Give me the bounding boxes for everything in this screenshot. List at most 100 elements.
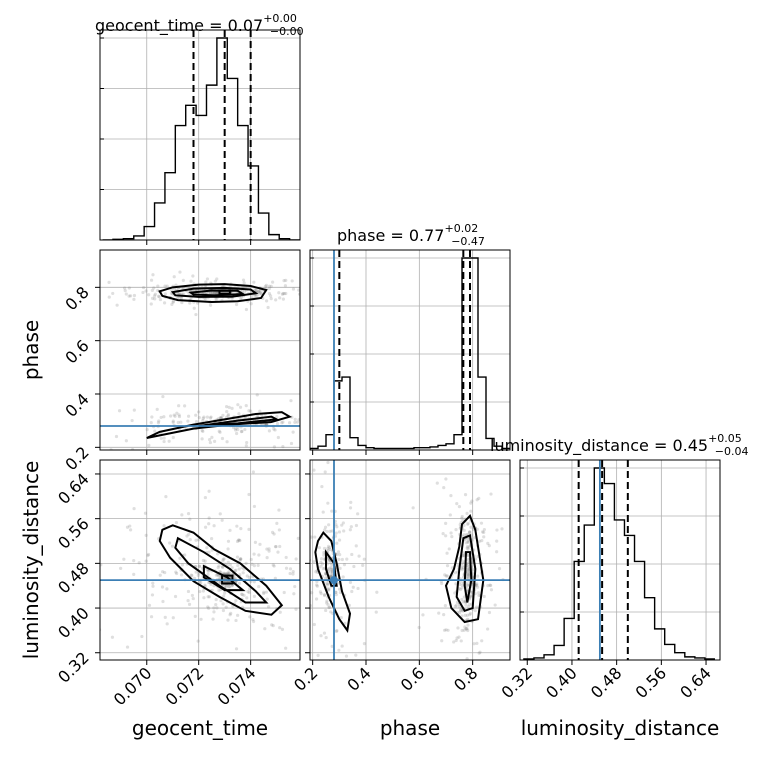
sample-point bbox=[347, 603, 351, 607]
sample-point bbox=[319, 634, 323, 638]
sample-point bbox=[214, 291, 219, 295]
sample-point bbox=[316, 653, 320, 657]
sample-point bbox=[263, 627, 267, 631]
sample-point bbox=[486, 584, 490, 588]
sample-point bbox=[314, 597, 319, 601]
sample-point bbox=[239, 526, 243, 531]
sample-point bbox=[422, 413, 425, 416]
sample-point bbox=[327, 545, 332, 550]
sample-point bbox=[220, 518, 224, 522]
sample-point bbox=[208, 440, 212, 445]
sample-point bbox=[245, 596, 249, 600]
sample-point bbox=[247, 409, 251, 413]
sample-point bbox=[194, 538, 198, 542]
sample-point bbox=[354, 653, 358, 657]
sample-point bbox=[278, 610, 282, 614]
sample-point bbox=[489, 583, 493, 588]
sample-point bbox=[234, 618, 238, 623]
sample-point bbox=[327, 523, 331, 527]
sample-point bbox=[495, 550, 499, 554]
sample-point bbox=[470, 593, 474, 598]
sample-point bbox=[240, 592, 244, 597]
sample-point bbox=[466, 605, 471, 609]
sample-point bbox=[322, 593, 327, 598]
sample-point bbox=[322, 551, 326, 555]
sample-point bbox=[171, 419, 175, 423]
sample-point bbox=[217, 429, 221, 433]
sample-point bbox=[256, 290, 261, 294]
sample-point bbox=[265, 299, 269, 303]
sample-point bbox=[442, 613, 446, 617]
sample-point bbox=[164, 494, 168, 499]
sample-point bbox=[229, 611, 233, 615]
sample-point bbox=[460, 568, 464, 572]
sample-point bbox=[146, 553, 150, 558]
sample-point bbox=[468, 530, 472, 535]
sample-point bbox=[156, 284, 160, 288]
sample-point bbox=[445, 551, 449, 555]
sample-point bbox=[327, 605, 331, 610]
sample-point bbox=[128, 528, 133, 532]
sample-point bbox=[465, 574, 469, 578]
sample-point bbox=[289, 399, 293, 403]
sample-point bbox=[224, 585, 228, 589]
sample-point bbox=[480, 530, 485, 534]
x-axis-label-geocent-time: geocent_time bbox=[132, 716, 268, 740]
sample-point bbox=[192, 576, 197, 580]
sample-point bbox=[338, 553, 342, 557]
sample-point bbox=[460, 561, 464, 565]
y-axis-label-phase: phase bbox=[19, 320, 43, 380]
sample-point bbox=[497, 567, 502, 571]
sample-point bbox=[187, 602, 192, 606]
sample-point bbox=[254, 294, 258, 299]
sample-point bbox=[150, 415, 154, 419]
sample-point bbox=[132, 572, 136, 576]
sample-point bbox=[273, 428, 277, 432]
sample-point bbox=[312, 468, 316, 472]
contour-level bbox=[188, 289, 247, 297]
sample-point bbox=[349, 525, 353, 529]
sample-point bbox=[165, 622, 169, 626]
sample-point bbox=[315, 583, 319, 587]
contour-level bbox=[174, 536, 269, 604]
sample-point bbox=[196, 301, 200, 305]
sample-point bbox=[278, 544, 282, 549]
sample-point bbox=[207, 438, 212, 442]
sample-point bbox=[264, 590, 268, 594]
sample-point bbox=[337, 557, 341, 562]
sample-point bbox=[191, 274, 195, 278]
contour-level bbox=[158, 283, 268, 304]
sample-point bbox=[278, 626, 282, 630]
sample-point bbox=[199, 617, 203, 621]
sample-point bbox=[478, 539, 482, 543]
sample-point bbox=[140, 634, 144, 639]
sample-point bbox=[467, 573, 471, 577]
sample-point bbox=[446, 628, 450, 632]
sample-point bbox=[244, 444, 248, 448]
y-tick-label: 0.6 bbox=[61, 336, 92, 367]
sample-point bbox=[467, 540, 471, 544]
sample-point bbox=[342, 563, 347, 567]
sample-point bbox=[278, 296, 282, 300]
sample-point bbox=[238, 558, 242, 562]
sample-point bbox=[241, 571, 245, 575]
sample-point bbox=[324, 635, 328, 640]
sample-point bbox=[330, 529, 334, 533]
sample-point bbox=[117, 409, 122, 413]
sample-point bbox=[188, 301, 192, 305]
sample-point bbox=[460, 514, 464, 519]
sample-point bbox=[115, 303, 119, 307]
sample-point bbox=[141, 285, 146, 290]
sample-point bbox=[292, 592, 296, 596]
sample-point bbox=[460, 586, 464, 590]
sample-point bbox=[269, 284, 273, 288]
sample-point bbox=[465, 575, 469, 579]
sample-point bbox=[329, 689, 332, 692]
sample-point bbox=[203, 559, 207, 563]
sample-point bbox=[201, 416, 205, 420]
sample-point bbox=[220, 436, 225, 441]
sample-point bbox=[300, 591, 303, 594]
sample-point bbox=[462, 628, 466, 632]
sample-point bbox=[354, 523, 359, 528]
sample-point bbox=[251, 470, 256, 474]
